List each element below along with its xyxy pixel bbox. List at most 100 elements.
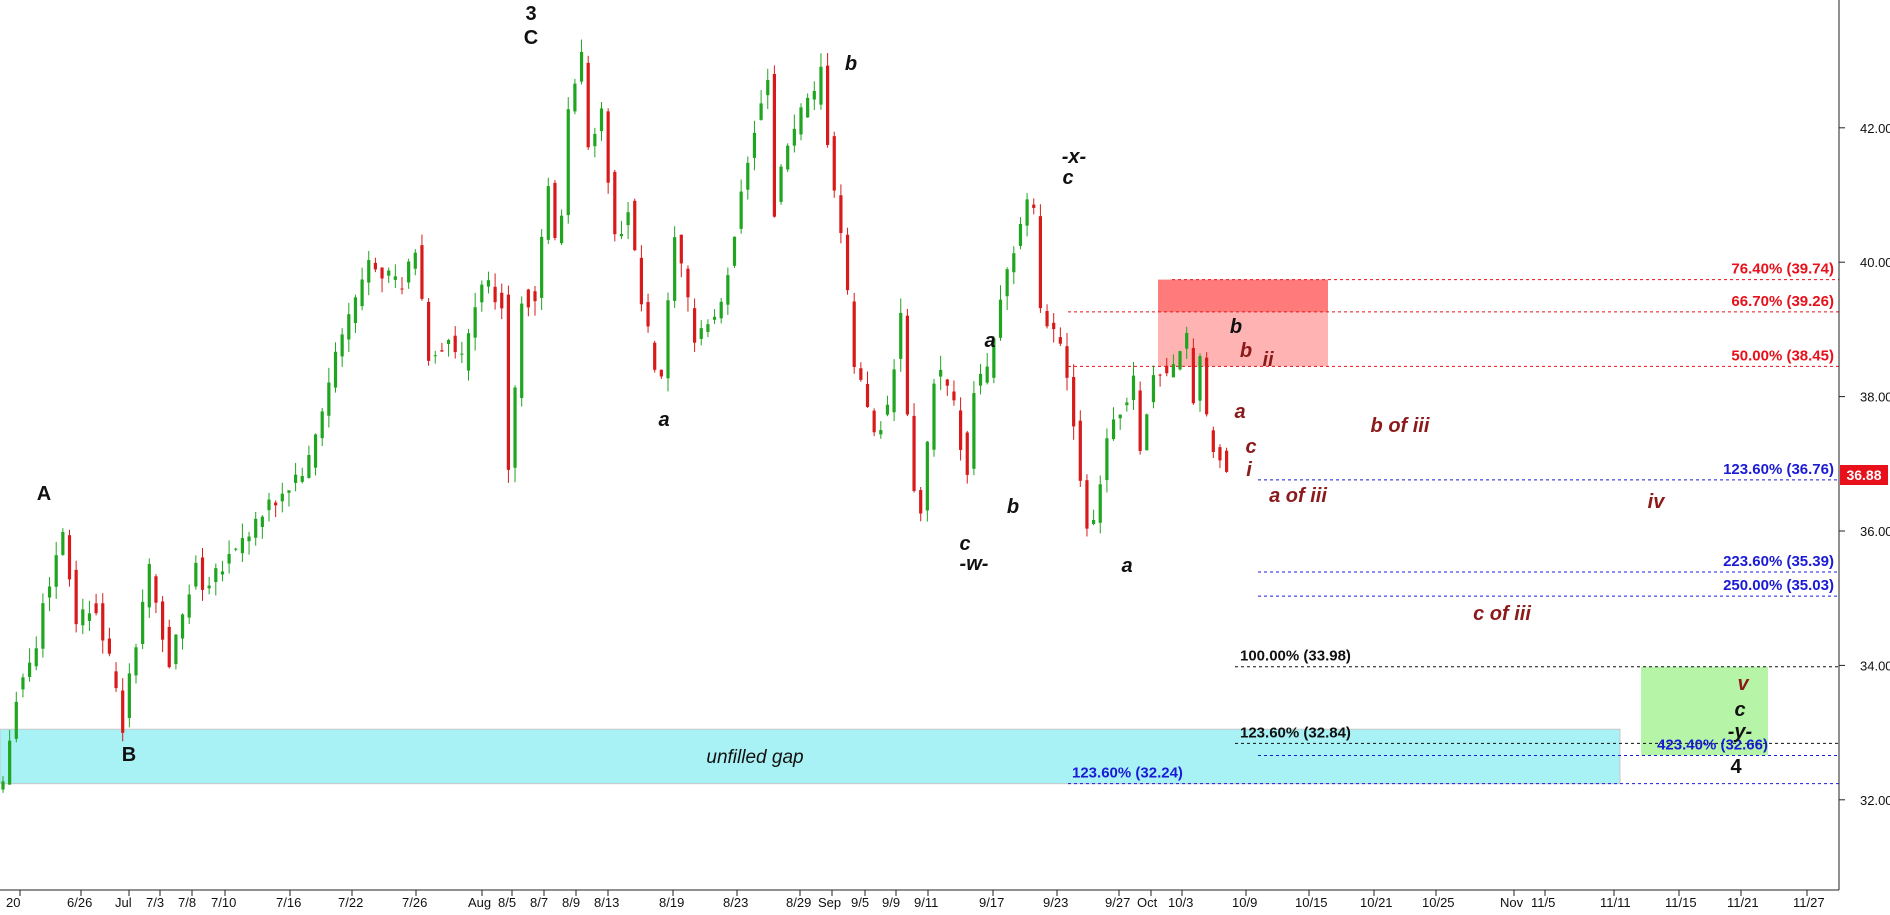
candle bbox=[560, 209, 564, 246]
candle bbox=[892, 359, 896, 422]
candle bbox=[959, 397, 963, 461]
candle bbox=[47, 577, 52, 612]
candle bbox=[427, 297, 431, 366]
candle bbox=[872, 408, 876, 437]
candle bbox=[307, 445, 311, 479]
x-tick-label: 11/21 bbox=[1727, 895, 1759, 910]
candle bbox=[879, 421, 883, 439]
candle bbox=[67, 529, 72, 587]
candle bbox=[633, 198, 637, 252]
candle bbox=[659, 369, 663, 379]
x-tick-label: 9/17 bbox=[979, 895, 1004, 910]
candle bbox=[227, 540, 231, 574]
candle bbox=[852, 292, 856, 374]
candle bbox=[819, 53, 823, 110]
candle bbox=[486, 271, 491, 294]
candle bbox=[333, 342, 338, 393]
candle bbox=[653, 340, 657, 373]
fib-level-label: 423.40% (32.66) bbox=[1657, 736, 1768, 753]
x-tick-label: 10/25 bbox=[1422, 895, 1455, 910]
candle bbox=[94, 593, 98, 616]
fib-level-label: 123.60% (32.24) bbox=[1072, 765, 1183, 782]
candle bbox=[1098, 475, 1102, 534]
candle bbox=[287, 490, 291, 507]
candle bbox=[313, 433, 318, 476]
candle bbox=[1025, 193, 1029, 237]
candle bbox=[161, 596, 165, 653]
x-tick-label: 8/29 bbox=[786, 895, 811, 910]
candle bbox=[114, 662, 118, 692]
wave-label: i bbox=[1246, 459, 1252, 481]
candle bbox=[526, 288, 530, 317]
x-tick-label: 8/23 bbox=[723, 895, 748, 910]
x-tick-label: 7/8 bbox=[178, 895, 196, 910]
y-tick-label: 32.00 bbox=[1860, 793, 1890, 808]
candle bbox=[752, 120, 757, 171]
x-tick-label: 7/3 bbox=[146, 895, 164, 910]
wave-label: b bbox=[1007, 496, 1019, 518]
x-tick-label: Sep bbox=[818, 895, 841, 910]
target-zone bbox=[1641, 666, 1768, 756]
candle bbox=[712, 309, 717, 325]
wave-label: -x- bbox=[1062, 146, 1087, 168]
candle bbox=[792, 114, 796, 153]
candle bbox=[520, 296, 524, 407]
candle bbox=[74, 560, 78, 633]
y-tick-label: 38.00 bbox=[1860, 390, 1890, 405]
wave-label: a bbox=[658, 409, 669, 431]
wave-label: iv bbox=[1648, 491, 1667, 513]
candle bbox=[812, 81, 816, 111]
wave-label: b of iii bbox=[1371, 415, 1430, 437]
fib-level-label: 50.00% (38.45) bbox=[1731, 347, 1834, 364]
candle bbox=[786, 143, 790, 172]
candle bbox=[1072, 364, 1076, 440]
candle bbox=[473, 292, 477, 351]
candle bbox=[247, 531, 251, 555]
candle bbox=[407, 258, 411, 289]
last-price-badge: 36.88 bbox=[1840, 465, 1888, 485]
x-tick-label: 9/27 bbox=[1105, 895, 1130, 910]
wave-label: b bbox=[1230, 316, 1242, 338]
candle bbox=[180, 613, 185, 650]
candle bbox=[1205, 352, 1209, 417]
fibonacci-lines-layer bbox=[1068, 279, 1839, 785]
candle bbox=[141, 589, 145, 649]
candle bbox=[666, 292, 670, 392]
wave-label: b bbox=[845, 53, 857, 75]
x-tick-label: 10/15 bbox=[1295, 895, 1328, 910]
candle bbox=[533, 285, 537, 316]
candle bbox=[1038, 204, 1042, 313]
candle bbox=[1125, 397, 1129, 412]
candle bbox=[998, 285, 1003, 341]
candle bbox=[985, 353, 989, 385]
candle bbox=[1012, 246, 1016, 285]
wave-label: a bbox=[1121, 555, 1132, 577]
candle bbox=[859, 362, 863, 382]
x-tick-label: 9/11 bbox=[914, 895, 938, 910]
candle bbox=[214, 563, 218, 596]
y-tick-label: 44.00 bbox=[1860, 0, 1890, 1]
candle bbox=[420, 234, 424, 301]
candle bbox=[699, 320, 703, 346]
candle bbox=[513, 385, 517, 483]
candle bbox=[353, 294, 358, 333]
candle bbox=[154, 574, 158, 614]
candle bbox=[806, 93, 810, 118]
candle bbox=[1145, 413, 1149, 451]
candle bbox=[81, 598, 85, 635]
candle bbox=[772, 65, 776, 218]
fib-level-label: 250.00% (35.03) bbox=[1723, 577, 1834, 594]
x-tick-label: 11/15 bbox=[1665, 895, 1697, 910]
wave-label: b bbox=[1240, 340, 1252, 362]
candle bbox=[347, 302, 351, 352]
wave-label: c bbox=[1245, 436, 1256, 458]
candle bbox=[87, 600, 92, 631]
candle bbox=[606, 108, 610, 194]
candle bbox=[779, 164, 783, 205]
x-tick-label: 11/5 bbox=[1531, 895, 1555, 910]
candle bbox=[1158, 373, 1162, 387]
candle bbox=[905, 308, 909, 417]
last-price-label: 36.88 bbox=[1846, 467, 1881, 483]
candle bbox=[726, 267, 730, 315]
candle bbox=[254, 512, 258, 546]
